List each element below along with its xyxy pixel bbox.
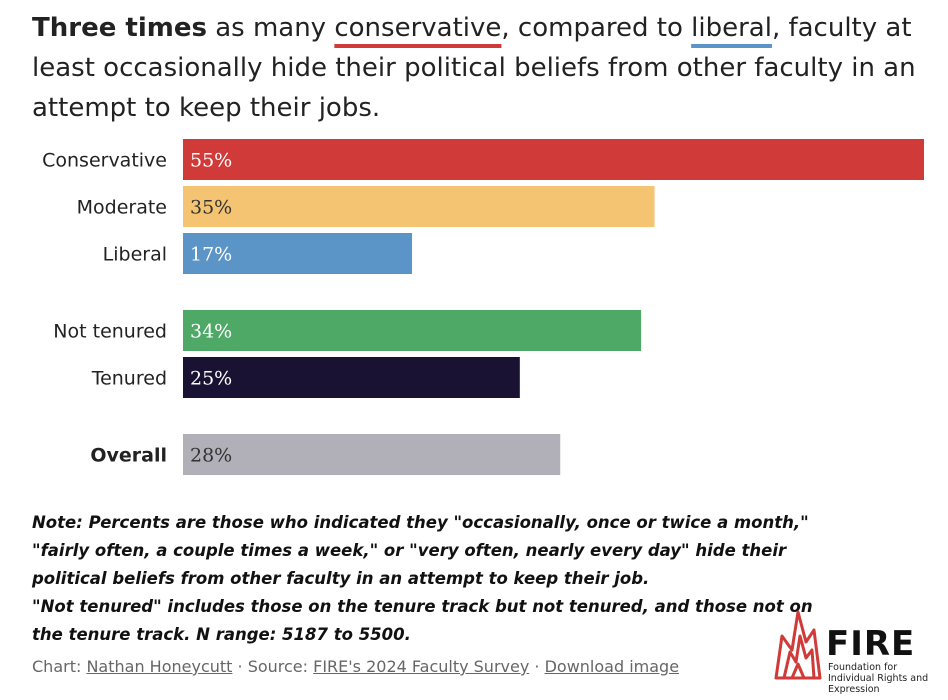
headline-part3: , faculty at least occasionally hide the…: [32, 13, 916, 123]
bar-chart: Conservative 55% Moderate 35% Liberal 17% Not …: [42, 139, 924, 475]
value-label-conservative: 55%: [190, 150, 232, 172]
value-label-moderate: 35%: [190, 197, 232, 219]
bar-liberal: [183, 233, 413, 274]
source-link[interactable]: FIRE's 2024 Faculty Survey: [313, 657, 530, 676]
category-label-moderate: Moderate: [77, 197, 167, 219]
value-label-liberal: 17%: [190, 244, 232, 266]
note-line: Note: Percents are those who indicated t…: [32, 513, 809, 532]
headline-part1: as many: [206, 13, 335, 43]
chart-headline: Three times as many conservative, compar…: [32, 8, 932, 128]
bar-moderate: [183, 186, 655, 227]
note-line: "fairly often, a couple times a week," o…: [32, 541, 787, 560]
flame-icon: [774, 610, 822, 680]
credit-separator: · Source:: [232, 657, 314, 676]
note-line: "Not tenured" includes those on the tenu…: [32, 597, 813, 616]
category-label-not-tenured: Not tenured: [53, 321, 167, 343]
bar-overall: [183, 434, 561, 475]
headline-bold: Three times: [32, 13, 207, 43]
category-label-overall: Overall: [90, 445, 167, 467]
category-label-conservative: Conservative: [42, 150, 167, 172]
credit-separator: ·: [529, 657, 545, 676]
category-label-liberal: Liberal: [103, 244, 167, 266]
bar-not-tenured: [183, 310, 642, 351]
download-image-link[interactable]: Download image: [544, 657, 680, 676]
note-line: political beliefs from other faculty in …: [32, 569, 650, 588]
headline-part2: , compared to: [501, 13, 692, 43]
bar-conservative: [183, 139, 924, 180]
chart-credits: Chart: Nathan Honeycutt · Source: FIRE's…: [32, 657, 679, 676]
fire-logo: FIRE Foundation for Individual Rights an…: [770, 606, 940, 695]
note-line: the tenure track. N range: 5187 to 5500.: [32, 625, 411, 644]
logo-subtitle: Foundation for Individual Rights and Exp…: [828, 662, 929, 695]
value-label-not-tenured: 34%: [190, 321, 232, 343]
chart-note: Note: Percents are those who indicated t…: [32, 509, 813, 649]
category-label-tenured: Tenured: [91, 368, 167, 390]
logo-wordmark: FIRE: [826, 624, 916, 664]
credit-chart-prefix: Chart:: [32, 657, 87, 676]
author-link[interactable]: Nathan Honeycutt: [86, 657, 233, 676]
headline-liberal: liberal: [691, 13, 772, 43]
value-label-overall: 28%: [190, 445, 232, 467]
headline-conservative: conservative: [334, 13, 502, 43]
bar-tenured: [183, 357, 520, 398]
value-label-tenured: 25%: [190, 368, 232, 390]
